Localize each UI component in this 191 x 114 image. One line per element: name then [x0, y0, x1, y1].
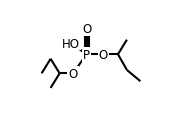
Text: O: O [82, 23, 91, 36]
Text: O: O [68, 67, 78, 80]
Text: HO: HO [62, 37, 80, 50]
Text: O: O [99, 48, 108, 61]
Text: P: P [83, 48, 90, 61]
